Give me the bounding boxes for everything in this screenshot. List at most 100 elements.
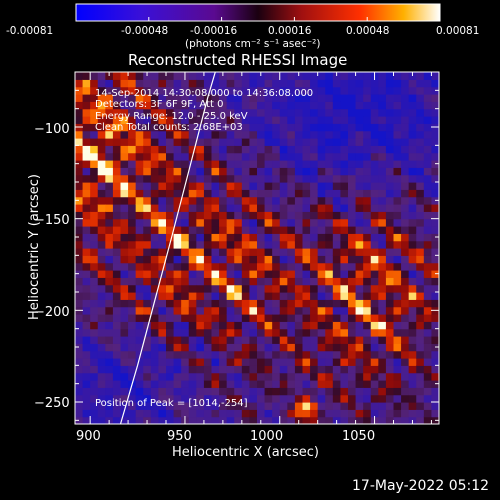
- heatmap-cell: [181, 270, 190, 278]
- heatmap-cell: [310, 314, 319, 322]
- heatmap-cell: [332, 101, 342, 110]
- heatmap-cell: [317, 343, 326, 352]
- heatmap-cell: [423, 79, 433, 88]
- heatmap-cell: [112, 79, 122, 88]
- heatmap-cell: [82, 116, 91, 124]
- heatmap-cell: [219, 387, 228, 396]
- heatmap-cell: [82, 409, 91, 418]
- heatmap-cell: [264, 145, 273, 154]
- heatmap-cell: [431, 336, 439, 344]
- heatmap-cell: [294, 372, 304, 381]
- heatmap-cell: [219, 292, 228, 300]
- heatmap-cell: [302, 86, 311, 95]
- heatmap-cell: [325, 123, 334, 132]
- heatmap-cell: [385, 343, 395, 352]
- heatmap-cell: [355, 343, 364, 352]
- heatmap-cell: [431, 284, 439, 293]
- heatmap-cell: [416, 116, 425, 124]
- heatmap-cell: [355, 402, 364, 410]
- heatmap-cell: [348, 409, 357, 418]
- heatmap-cell: [287, 409, 296, 418]
- heatmap-cell: [105, 306, 114, 315]
- heatmap-cell: [401, 204, 410, 212]
- heatmap-cell: [272, 226, 281, 234]
- heatmap-cell: [241, 79, 251, 88]
- heatmap-cell: [158, 86, 167, 95]
- heatmap-cell: [249, 328, 258, 337]
- heatmap-cell: [294, 196, 304, 205]
- heatmap-cell: [226, 365, 235, 374]
- heatmap-cell: [264, 182, 273, 190]
- heatmap-cell: [166, 343, 175, 352]
- heatmap-cell: [196, 402, 205, 410]
- heatmap-cell: [348, 299, 357, 308]
- heatmap-cell: [196, 145, 205, 154]
- heatmap-cell: [135, 204, 144, 212]
- heatmap-cell: [97, 314, 106, 322]
- heatmap-cell: [355, 262, 364, 271]
- heatmap-cell: [370, 365, 379, 374]
- heatmap-cell: [97, 380, 106, 388]
- heatmap-cell: [112, 101, 122, 110]
- heatmap-cell: [203, 365, 213, 374]
- heatmap-cell: [234, 372, 243, 381]
- heatmap-cell: [226, 262, 235, 271]
- heatmap-cell: [82, 387, 91, 396]
- heatmap-cell: [279, 211, 288, 220]
- heatmap-cell: [128, 387, 137, 396]
- heatmap-cell: [166, 226, 175, 234]
- heatmap-cell: [211, 314, 220, 322]
- heatmap-cell: [408, 218, 417, 227]
- heatmap-cell: [120, 277, 129, 286]
- heatmap-cell: [272, 160, 281, 168]
- heatmap-cell: [393, 328, 402, 337]
- heatmap-cell: [249, 358, 258, 366]
- heatmap-cell: [264, 350, 273, 359]
- heatmap-cell: [75, 204, 84, 212]
- heatmap-cell: [158, 72, 167, 80]
- heatmap-cell: [416, 233, 425, 242]
- heatmap-cell: [264, 218, 273, 227]
- heatmap-cell: [181, 108, 190, 117]
- heatmap-cell: [355, 387, 364, 396]
- heatmap-cell: [249, 174, 258, 183]
- heatmap-cell: [82, 262, 91, 271]
- heatmap-cell: [272, 262, 281, 271]
- heatmap-cell: [431, 138, 439, 146]
- heatmap-cell: [158, 167, 167, 176]
- heatmap-cell: [181, 284, 190, 293]
- heatmap-cell: [272, 394, 281, 403]
- heatmap-cell: [302, 72, 311, 80]
- heatmap-cell: [348, 196, 357, 205]
- heatmap-cell: [279, 152, 288, 161]
- heatmap-cell: [401, 328, 410, 337]
- heatmap-cell: [128, 336, 137, 344]
- heatmap-cell: [363, 321, 372, 330]
- heatmap-cell: [112, 336, 122, 344]
- heatmap-cell: [393, 358, 402, 366]
- heatmap-cell: [112, 380, 122, 388]
- heatmap-cell: [241, 284, 251, 293]
- heatmap-cell: [219, 211, 228, 220]
- heatmap-cell: [226, 218, 235, 227]
- heatmap-cell: [97, 350, 106, 359]
- heatmap-cell: [82, 321, 91, 330]
- heatmap-cell: [332, 314, 342, 322]
- heatmap-cell: [348, 292, 357, 300]
- heatmap-cell: [188, 387, 197, 396]
- heatmap-cell: [348, 233, 357, 242]
- heatmap-cell: [370, 314, 379, 322]
- heatmap-cell: [294, 380, 304, 388]
- heatmap-cell: [241, 336, 251, 344]
- heatmap-cell: [310, 72, 319, 80]
- heatmap-cell: [75, 196, 84, 205]
- heatmap-cell: [105, 196, 114, 205]
- heatmap-cell: [135, 321, 144, 330]
- heatmap-cell: [310, 358, 319, 366]
- heatmap-cell: [287, 138, 296, 146]
- heatmap-cell: [416, 328, 425, 337]
- heatmap-cell: [90, 174, 99, 183]
- heatmap-cell: [279, 240, 288, 249]
- heatmap-cell: [181, 292, 190, 300]
- heatmap-cell: [355, 328, 364, 337]
